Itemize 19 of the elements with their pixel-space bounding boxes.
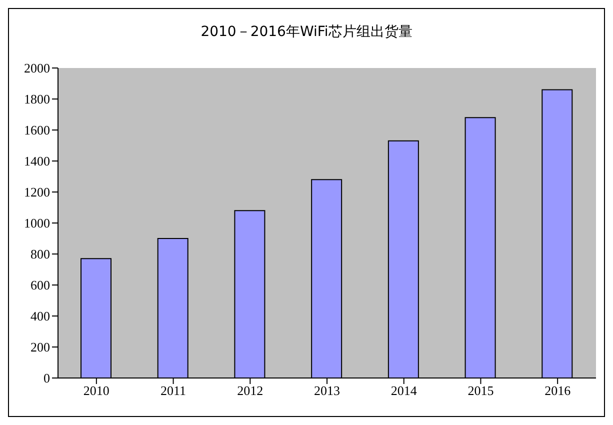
y-tick-label: 1400 — [24, 154, 50, 169]
y-tick-label: 800 — [30, 246, 50, 262]
x-tick-label: 2012 — [237, 383, 264, 398]
y-tick-label: 1200 — [24, 184, 50, 200]
y-tick-label: 400 — [30, 308, 50, 324]
y-tick-label: 200 — [30, 340, 50, 355]
x-tick-label: 2014 — [390, 383, 418, 398]
x-tick-label: 2010 — [83, 383, 110, 398]
y-tick-label: 1000 — [24, 216, 50, 231]
x-tick-label: 2013 — [314, 383, 340, 398]
y-tick-label: 600 — [30, 278, 50, 293]
y-tick-label: 0 — [44, 370, 50, 386]
chart-title: 2010－2016年WiFi芯片组出货量 — [200, 23, 414, 41]
y-tick-label: 1800 — [24, 92, 50, 107]
x-tick-label: 2011 — [160, 383, 186, 398]
y-tick-label: 1600 — [24, 122, 50, 138]
x-tick-label: 2015 — [468, 383, 494, 398]
y-tick-label: 2000 — [24, 60, 50, 76]
x-tick-label: 2016 — [544, 383, 572, 398]
